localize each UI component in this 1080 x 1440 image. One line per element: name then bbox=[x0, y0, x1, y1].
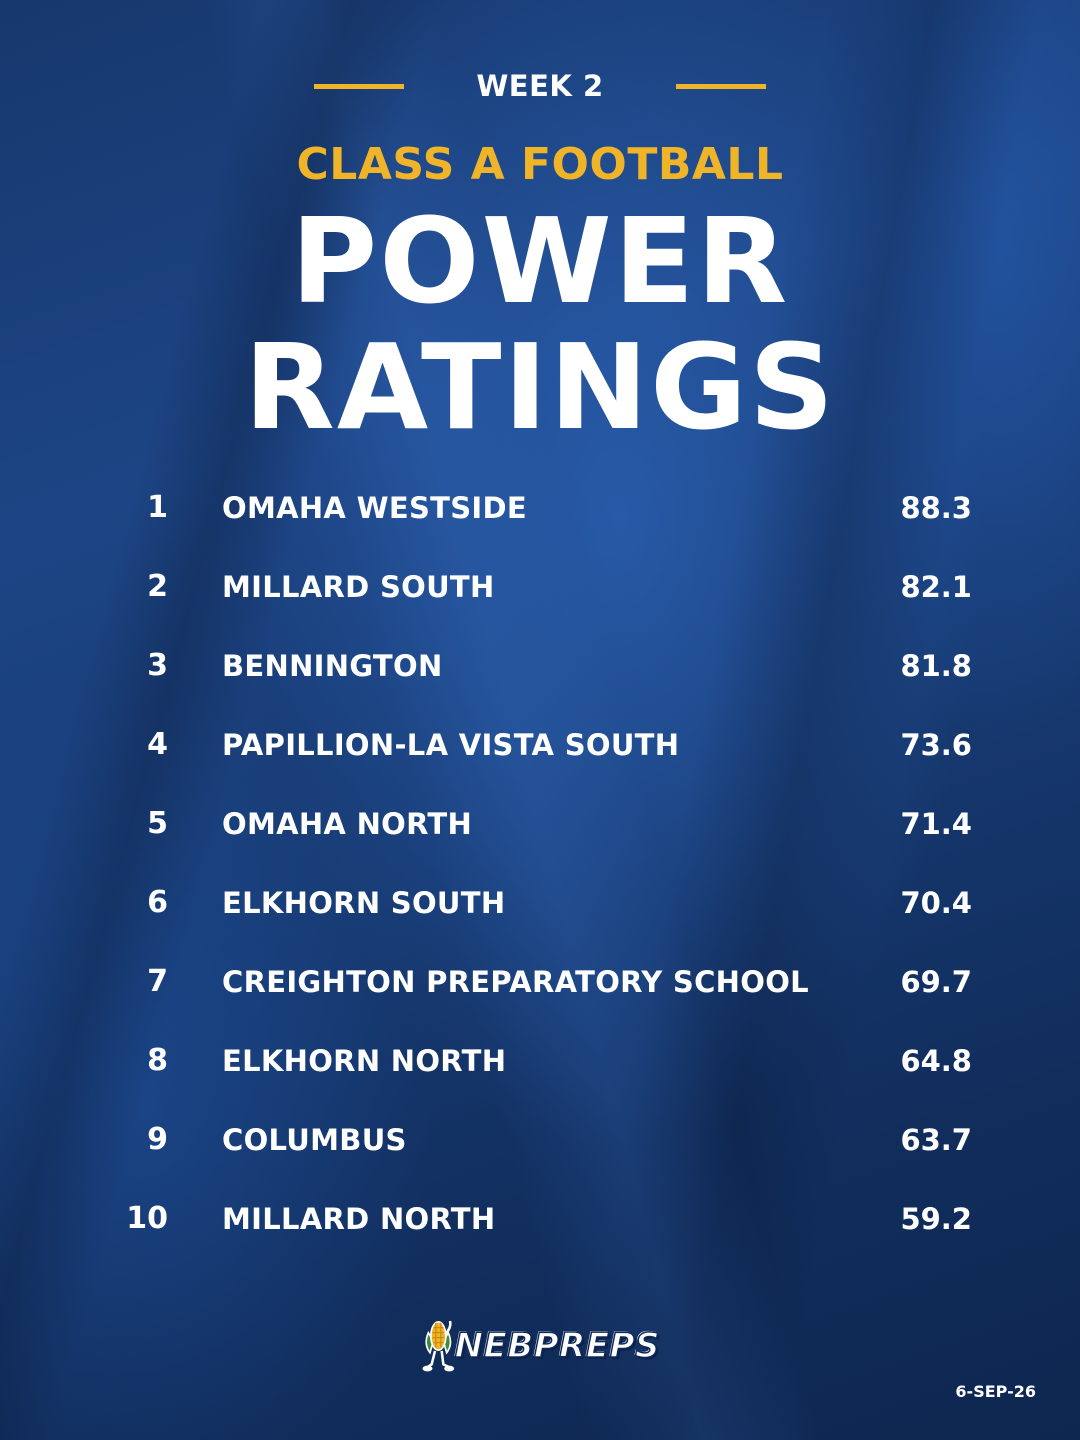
team-name: OMAHA NORTH bbox=[222, 806, 473, 841]
ratings-list: 1 OMAHA WESTSIDE 88.3 2 MILLARD SOUTH 82… bbox=[0, 468, 1080, 1258]
title-ratings: RATINGS bbox=[243, 318, 836, 456]
rank-number: 5 bbox=[147, 806, 168, 841]
rank-number: 8 bbox=[147, 1043, 168, 1078]
class-title: CLASS A FOOTBALL bbox=[296, 139, 784, 190]
rating-score: 70.4 bbox=[900, 885, 972, 920]
rating-score: 82.1 bbox=[900, 569, 972, 604]
ranking-row: 4 PAPILLION-LA VISTA SOUTH 73.6 bbox=[0, 705, 1080, 784]
rating-score: 63.7 bbox=[900, 1122, 972, 1157]
rank-number: 2 bbox=[147, 569, 168, 604]
rank-number: 10 bbox=[126, 1201, 168, 1236]
rank-number: 9 bbox=[147, 1122, 168, 1157]
week-line-left bbox=[314, 83, 405, 89]
ranking-row: 9 COLUMBUS 63.7 bbox=[0, 1100, 1080, 1179]
rating-score: 88.3 bbox=[900, 490, 972, 525]
rating-score: 71.4 bbox=[900, 806, 972, 841]
ranking-row: 1 OMAHA WESTSIDE 88.3 bbox=[0, 468, 1080, 547]
week-line-right bbox=[675, 83, 766, 89]
team-name: ELKHORN SOUTH bbox=[222, 885, 506, 920]
ranking-row: 5 OMAHA NORTH 71.4 bbox=[0, 784, 1080, 863]
team-name: COLUMBUS bbox=[222, 1122, 407, 1157]
week-row: WEEK 2 bbox=[0, 62, 1080, 110]
ranking-row: 6 ELKHORN SOUTH 70.4 bbox=[0, 863, 1080, 942]
ranking-row: 3 BENNINGTON 81.8 bbox=[0, 626, 1080, 705]
title-power: POWER bbox=[290, 192, 790, 330]
rank-number: 4 bbox=[147, 727, 168, 762]
rank-number: 7 bbox=[147, 964, 168, 999]
team-name: ELKHORN NORTH bbox=[222, 1043, 507, 1078]
week-label: WEEK 2 bbox=[476, 69, 604, 103]
date-label: 6-SEP-26 bbox=[955, 1382, 1036, 1401]
rating-score: 59.2 bbox=[900, 1201, 972, 1236]
nebpreps-logo: NEBPREPS bbox=[420, 1310, 660, 1382]
rank-number: 1 bbox=[147, 490, 168, 525]
rating-score: 73.6 bbox=[900, 727, 972, 762]
rating-score: 69.7 bbox=[900, 964, 972, 999]
logo-text: NEBPREPS bbox=[454, 1325, 660, 1367]
ranking-row: 7 CREIGHTON PREPARATORY SCHOOL 69.7 bbox=[0, 942, 1080, 1021]
corn-mascot-icon bbox=[422, 1320, 455, 1372]
rating-score: 64.8 bbox=[900, 1043, 972, 1078]
team-name: MILLARD SOUTH bbox=[222, 569, 495, 604]
team-name: OMAHA WESTSIDE bbox=[222, 490, 527, 525]
ranking-row: 8 ELKHORN NORTH 64.8 bbox=[0, 1021, 1080, 1100]
team-name: PAPILLION-LA VISTA SOUTH bbox=[222, 727, 680, 762]
team-name: BENNINGTON bbox=[222, 648, 443, 683]
ranking-row: 2 MILLARD SOUTH 82.1 bbox=[0, 547, 1080, 626]
team-name: CREIGHTON PREPARATORY SCHOOL bbox=[222, 964, 809, 999]
team-name: MILLARD NORTH bbox=[222, 1201, 496, 1236]
rating-score: 81.8 bbox=[900, 648, 972, 683]
ranking-row: 10 MILLARD NORTH 59.2 bbox=[0, 1179, 1080, 1258]
rank-number: 3 bbox=[147, 648, 168, 683]
header: WEEK 2 CLASS A FOOTBALL POWER RATINGS bbox=[0, 62, 1080, 448]
rank-number: 6 bbox=[147, 885, 168, 920]
